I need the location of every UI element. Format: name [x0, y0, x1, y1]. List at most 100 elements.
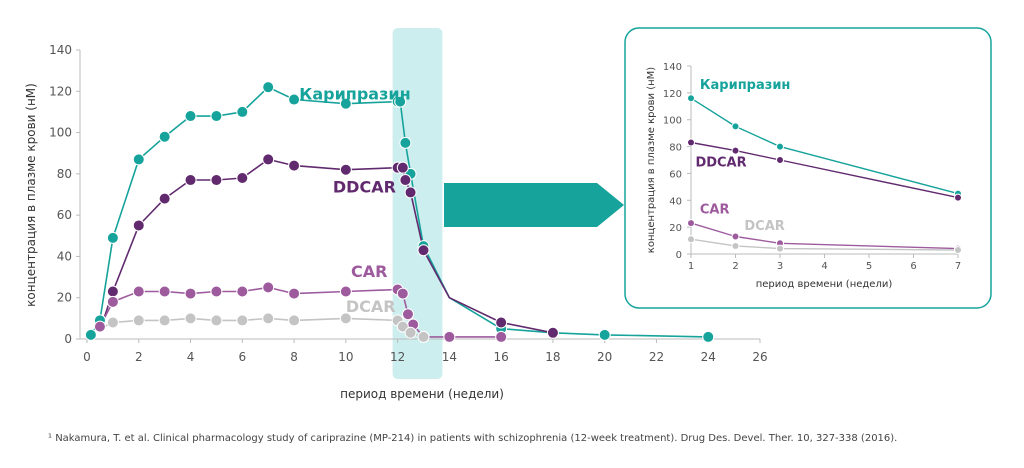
data-point-cariprazine: [687, 94, 695, 103]
series-label-dcar: DCAR: [744, 219, 784, 234]
x-tick-label: 4: [821, 261, 827, 272]
data-point-dcar: [417, 330, 430, 343]
y-tick-label: 40: [669, 196, 682, 207]
data-point-cariprazine: [399, 136, 412, 149]
series-label-cariprazine: Карипразин: [299, 85, 410, 104]
x-tick-label: 2: [732, 261, 738, 272]
data-point-dcar: [954, 245, 962, 254]
data-point-car: [184, 287, 197, 300]
data-point-car: [288, 287, 301, 300]
data-point-dcar: [184, 312, 197, 325]
data-point-cariprazine: [106, 231, 119, 244]
series-label-cariprazine: Карипразин: [700, 78, 791, 93]
series-label-car: CAR: [351, 262, 387, 281]
data-point-car: [339, 285, 352, 298]
transfer-arrow: [444, 183, 624, 227]
series-line-dcar: [690, 238, 959, 251]
data-point-car: [236, 285, 249, 298]
data-point-cariprazine: [236, 105, 249, 118]
x-tick-label: 1: [688, 261, 694, 272]
x-tick-label: 20: [597, 350, 612, 364]
data-point-dcar: [132, 314, 145, 327]
data-point-cariprazine: [84, 328, 97, 341]
data-point-car: [731, 232, 740, 241]
x-tick-label: 22: [649, 350, 664, 364]
y-tick-label: 20: [57, 291, 72, 305]
data-point-ddcar: [954, 193, 962, 202]
inset-panel-frame: [624, 27, 992, 309]
inset-y-axis-title: концентрация в плазме крови (нМ): [646, 67, 657, 253]
y-tick-label: 120: [663, 89, 682, 100]
data-point-dcar: [158, 314, 171, 327]
y-tick-label: 120: [49, 84, 72, 98]
data-point-dcar: [236, 314, 249, 327]
data-point-dcar: [262, 312, 275, 325]
series-label-ddcar: DDCAR: [695, 156, 746, 171]
x-tick-label: 7: [955, 261, 961, 272]
y-tick-label: 0: [676, 250, 682, 261]
data-point-car: [401, 308, 414, 321]
data-point-cariprazine: [288, 93, 301, 106]
data-point-cariprazine: [184, 110, 197, 123]
data-point-car: [687, 219, 695, 228]
data-point-dcar: [210, 314, 223, 327]
data-point-cariprazine: [262, 81, 275, 94]
data-point-dcar: [339, 312, 352, 325]
x-tick-label: 0: [83, 350, 91, 364]
x-tick-label: 18: [545, 350, 560, 364]
data-point-car: [106, 295, 119, 308]
data-point-dcar: [288, 314, 301, 327]
data-point-car: [396, 287, 409, 300]
series-label-car: CAR: [700, 203, 730, 218]
data-point-car: [262, 281, 275, 294]
x-tick-label: 12: [390, 350, 405, 364]
data-point-cariprazine: [731, 122, 740, 131]
footnote: ¹ Nakamura, T. et al. Clinical pharmacol…: [48, 433, 898, 444]
data-point-dcar: [687, 235, 695, 244]
y-tick-label: 100: [663, 116, 682, 127]
x-tick-label: 10: [338, 350, 353, 364]
y-tick-label: 80: [669, 143, 682, 154]
x-tick-label: 6: [910, 261, 916, 272]
data-point-car: [132, 285, 145, 298]
data-point-ddcar: [132, 219, 145, 232]
y-tick-label: 60: [669, 169, 682, 180]
main-chart: 0 2 4 6 8 10 12 14 16 18 20 22 24 2602040608010012014…: [24, 28, 768, 401]
data-point-ddcar: [396, 161, 409, 174]
x-tick-label: 2: [135, 350, 143, 364]
x-tick-label: 24: [701, 350, 716, 364]
data-point-car: [93, 320, 106, 333]
data-point-ddcar: [158, 192, 171, 205]
data-point-cariprazine: [598, 328, 611, 341]
data-point-ddcar: [731, 146, 740, 155]
inset-x-axis-title: период времени (недели): [756, 279, 893, 290]
inset-chart: 1 2 3 4 5 6 7 0 20 40 60 80 100 120 140 период времени …: [646, 62, 962, 290]
y-tick-label: 140: [49, 43, 72, 57]
data-point-cariprazine: [394, 95, 407, 108]
y-tick-label: 100: [49, 126, 72, 140]
data-point-cariprazine: [210, 110, 223, 123]
data-point-ddcar: [404, 186, 417, 199]
series-line-cariprazine: [690, 97, 959, 195]
data-point-ddcar: [546, 326, 559, 339]
data-point-car: [158, 285, 171, 298]
data-point-ddcar: [288, 159, 301, 172]
series-label-dcar: DCAR: [346, 297, 396, 316]
data-point-cariprazine: [776, 142, 784, 151]
y-tick-label: 80: [57, 167, 72, 181]
x-tick-label: 5: [866, 261, 872, 272]
data-point-dcar: [776, 244, 784, 253]
data-point-ddcar: [210, 174, 223, 187]
y-tick-label: 140: [663, 62, 682, 73]
main-y-axis-title: концентрация в плазме крови (нМ): [24, 83, 38, 307]
data-point-ddcar: [417, 244, 430, 257]
x-tick-label: 16: [494, 350, 509, 364]
data-point-ddcar: [106, 285, 119, 298]
data-point-dcar: [106, 316, 119, 329]
y-tick-label: 20: [669, 223, 682, 234]
data-point-ddcar: [262, 153, 275, 166]
series-line-dcar: [99, 317, 424, 338]
x-tick-label: 3: [777, 261, 783, 272]
y-tick-label: 40: [57, 249, 72, 263]
